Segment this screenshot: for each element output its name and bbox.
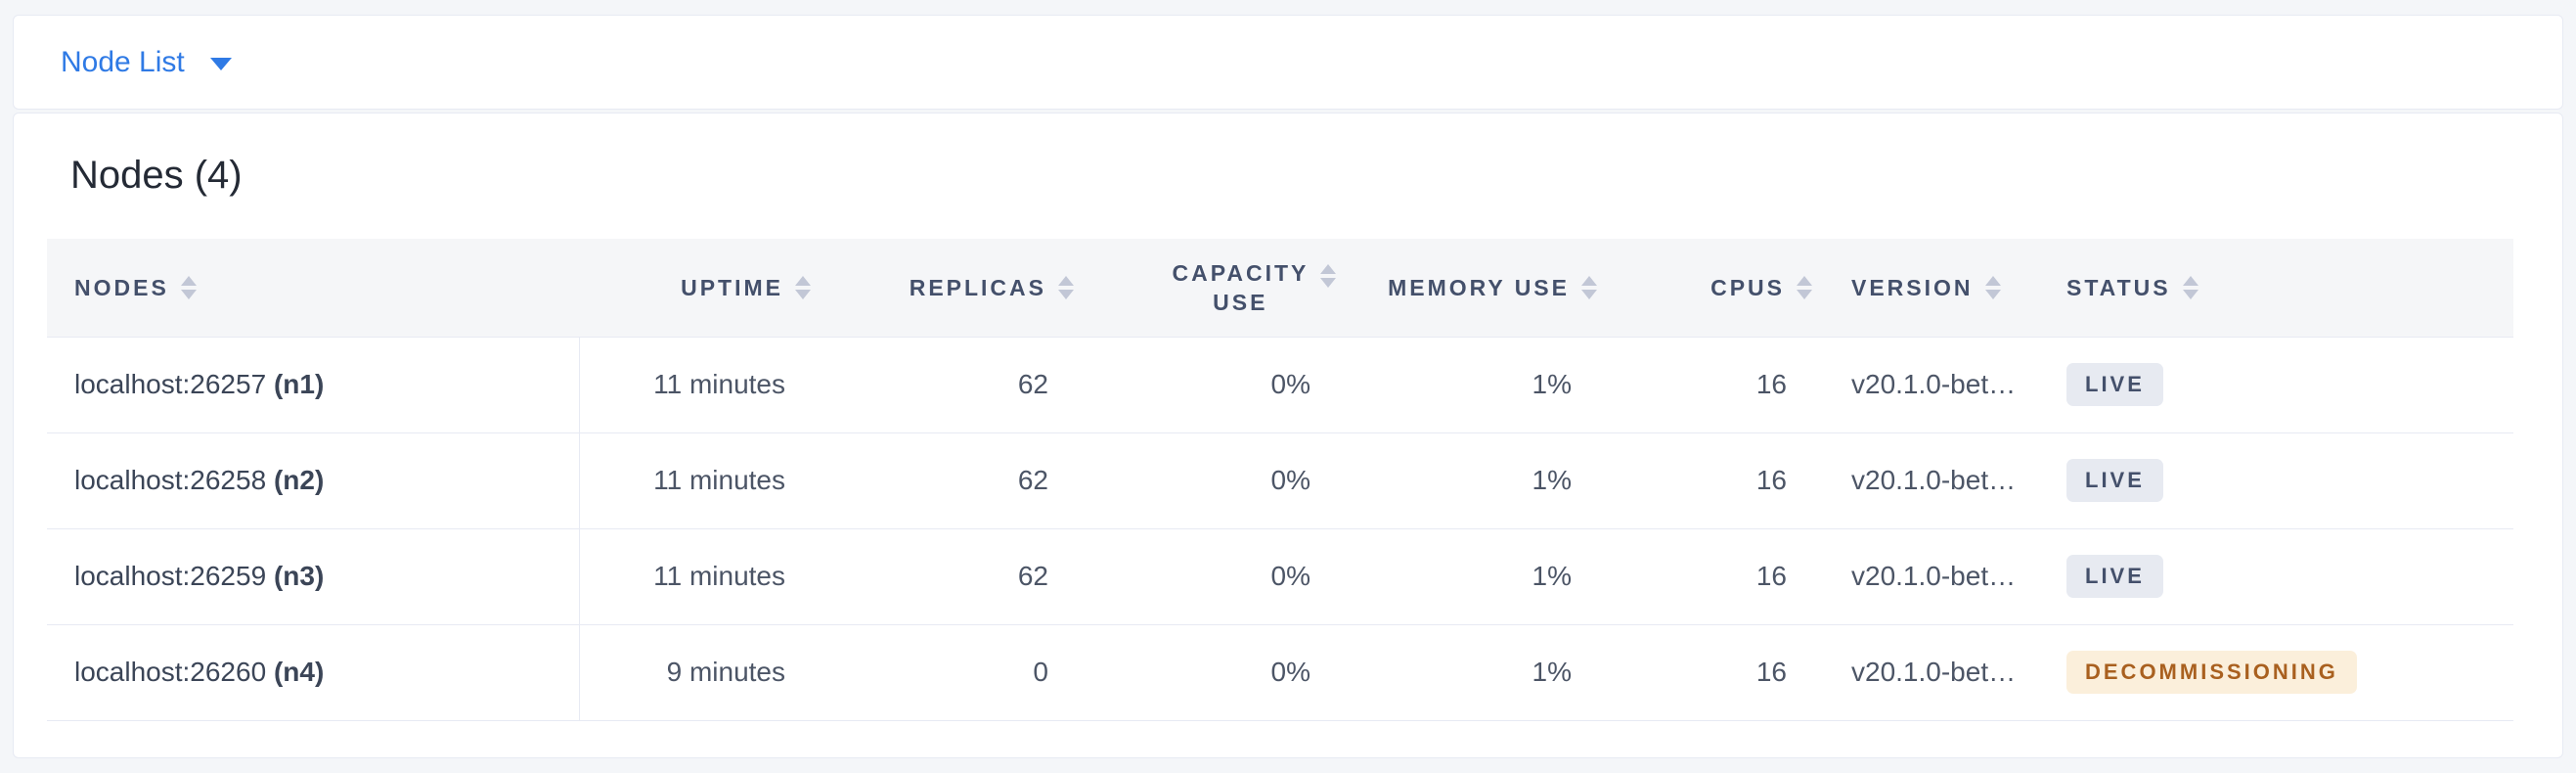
page-title: Nodes (4) — [70, 154, 243, 197]
column-header-uptime[interactable]: UPTIME — [579, 239, 830, 338]
column-label-version: VERSION — [1851, 274, 1974, 300]
nodes-table: NODES UPTIME REPLICAS CAPACITY USE MEMORY US… — [47, 239, 2513, 721]
replicas-cell: 62 — [830, 528, 1093, 625]
column-label-cpus: CPUS — [1710, 274, 1785, 300]
table-row: localhost:26257 (n1) 11 minutes 62 0% 1% 16 v2… — [47, 337, 2513, 433]
node-list-dropdown[interactable]: Node List — [61, 46, 232, 79]
status-cell: LIVE — [2047, 432, 2513, 529]
status-badge: DECOMMISSIONING — [2066, 651, 2357, 694]
capacity_use-cell: 0% — [1093, 337, 1355, 433]
replicas-cell: 62 — [830, 432, 1093, 529]
node-id: (n4) — [273, 657, 325, 687]
capacity_use-cell: 0% — [1093, 528, 1355, 625]
column-header-cpus[interactable]: CPUS — [1617, 239, 1832, 338]
version-cell: v20.1.0-bet… — [1832, 528, 2047, 625]
status-badge: LIVE — [2066, 555, 2163, 598]
column-header-status[interactable]: STATUS — [2047, 239, 2513, 338]
node-id: (n3) — [273, 561, 325, 591]
column-label-uptime: UPTIME — [681, 274, 783, 300]
cpus-cell: 16 — [1617, 528, 1832, 625]
version-cell: v20.1.0-bet… — [1832, 624, 2047, 721]
column-label-replicas: REPLICAS — [909, 274, 1046, 300]
status-cell: DECOMMISSIONING — [2047, 624, 2513, 721]
node-list-dropdown-label: Node List — [61, 45, 185, 78]
node-address: localhost:26260 — [74, 657, 274, 687]
sort-arrows-icon — [1797, 275, 1812, 299]
status-badge: LIVE — [2066, 363, 2163, 406]
memory_use-cell: 1% — [1355, 432, 1617, 529]
node-address: localhost:26257 — [74, 369, 274, 399]
column-label-status: STATUS — [2066, 274, 2171, 300]
sort-arrows-icon — [1058, 275, 1074, 299]
replicas-cell: 62 — [830, 337, 1093, 433]
capacity_use-cell: 0% — [1093, 432, 1355, 529]
nodes-panel: Nodes (4) NODES UPTIME REPLICAS CAPACITY US… — [13, 113, 2563, 758]
sort-arrows-icon — [1320, 263, 1336, 288]
version-cell: v20.1.0-bet… — [1832, 432, 2047, 529]
column-label-capacity_use: CAPACITY USE — [1172, 259, 1310, 315]
table-row: localhost:26259 (n3) 11 minutes 62 0% 1% 16 v2… — [47, 528, 2513, 625]
cpus-cell: 16 — [1617, 432, 1832, 529]
memory_use-cell: 1% — [1355, 337, 1617, 433]
node-address: localhost:26258 — [74, 465, 274, 495]
table-body: localhost:26257 (n1) 11 minutes 62 0% 1% 16 v2… — [47, 337, 2513, 721]
uptime-cell: 9 minutes — [579, 624, 830, 721]
view-selector-bar: Node List — [13, 15, 2563, 110]
version-cell: v20.1.0-bet… — [1832, 337, 2047, 433]
memory_use-cell: 1% — [1355, 528, 1617, 625]
column-header-version[interactable]: VERSION — [1832, 239, 2047, 338]
replicas-cell: 0 — [830, 624, 1093, 721]
node-address-cell: localhost:26258 (n2) — [47, 432, 580, 529]
node-address-cell: localhost:26260 (n4) — [47, 624, 580, 721]
status-cell: LIVE — [2047, 337, 2513, 433]
cpus-cell: 16 — [1617, 624, 1832, 721]
column-header-capacity_use[interactable]: CAPACITY USE — [1093, 239, 1355, 338]
sort-arrows-icon — [2182, 275, 2198, 299]
node-address: localhost:26259 — [74, 561, 274, 591]
column-header-memory_use[interactable]: MEMORY USE — [1355, 239, 1617, 338]
column-header-replicas[interactable]: REPLICAS — [830, 239, 1093, 338]
node-address-cell: localhost:26257 (n1) — [47, 337, 580, 433]
table-row: localhost:26260 (n4) 9 minutes 0 0% 1% 16 v20.… — [47, 624, 2513, 721]
status-badge: LIVE — [2066, 459, 2163, 502]
table-row: localhost:26258 (n2) 11 minutes 62 0% 1% 16 v2… — [47, 432, 2513, 529]
sort-arrows-icon — [795, 275, 811, 299]
cpus-cell: 16 — [1617, 337, 1832, 433]
uptime-cell: 11 minutes — [579, 337, 830, 433]
node-id: (n2) — [273, 465, 325, 495]
node-address-cell: localhost:26259 (n3) — [47, 528, 580, 625]
uptime-cell: 11 minutes — [579, 528, 830, 625]
caret-down-icon — [209, 58, 232, 70]
column-label-memory_use: MEMORY USE — [1388, 274, 1570, 300]
column-header-nodes[interactable]: NODES — [47, 239, 579, 338]
sort-arrows-icon — [180, 275, 197, 299]
sort-arrows-icon — [1984, 275, 2001, 299]
sort-arrows-icon — [1581, 275, 1597, 299]
table-header-row: NODES UPTIME REPLICAS CAPACITY USE MEMORY US… — [47, 239, 2513, 338]
capacity_use-cell: 0% — [1093, 624, 1355, 721]
memory_use-cell: 1% — [1355, 624, 1617, 721]
status-cell: LIVE — [2047, 528, 2513, 625]
column-label-nodes: NODES — [74, 274, 169, 300]
uptime-cell: 11 minutes — [579, 432, 830, 529]
node-id: (n1) — [273, 369, 325, 399]
